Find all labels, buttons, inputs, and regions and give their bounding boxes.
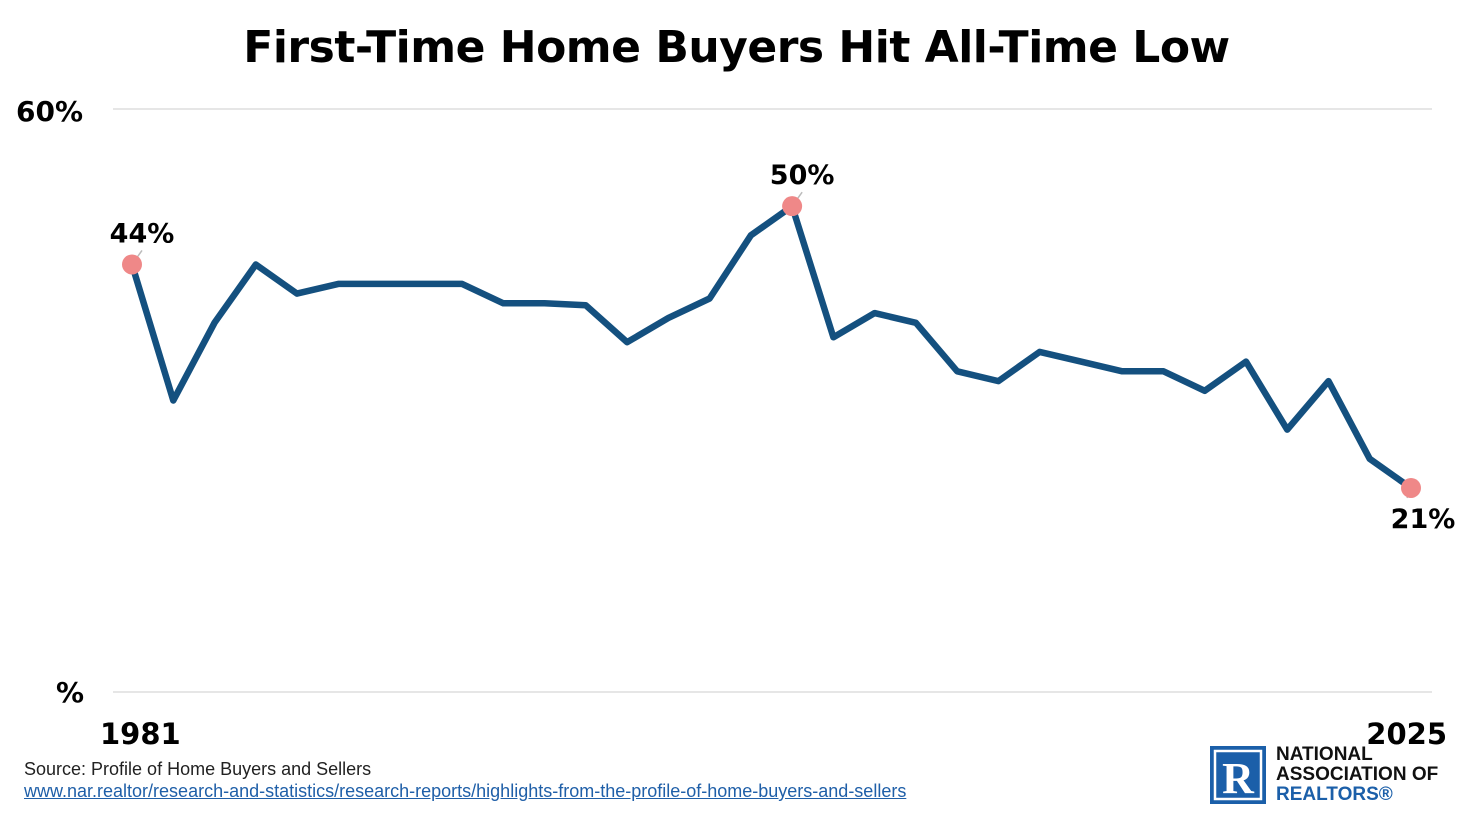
y-tick-top: 60% <box>16 95 83 128</box>
annotations: 44% 50% 21% <box>110 160 1456 535</box>
source-link[interactable]: www.nar.realtor/research-and-statistics/… <box>24 781 907 801</box>
logo-mark-letter: R <box>1222 754 1255 803</box>
annotation-marker <box>122 254 142 275</box>
y-tick-bottom: % <box>56 676 84 709</box>
realtor-r-logo-icon: R <box>1210 746 1266 804</box>
line-chart: 60% % 1981 2025 44% 50% 21% <box>16 95 1456 751</box>
annotation-label: 21% <box>1391 504 1456 535</box>
logo-line-2: ASSOCIATION OF <box>1276 764 1439 785</box>
logo-line-1: NATIONAL <box>1276 744 1373 765</box>
annotation-label: 44% <box>110 218 175 249</box>
x-tick-end: 2025 <box>1366 717 1447 751</box>
nar-logo: R NATIONAL ASSOCIATION OF REALTORS® <box>1210 744 1438 806</box>
annotation-marker <box>782 196 803 217</box>
annotation-marker <box>1401 477 1421 498</box>
annotation-label: 50% <box>770 160 835 191</box>
chart-title: First-Time Home Buyers Hit All-Time Low <box>243 22 1230 73</box>
source-text: Source: Profile of Home Buyers and Selle… <box>24 759 372 779</box>
logo-line-3: REALTORS® <box>1276 784 1393 805</box>
logo-wordmark: NATIONAL ASSOCIATION OF REALTORS® <box>1276 745 1438 805</box>
series-line <box>128 202 1415 492</box>
x-tick-start: 1981 <box>100 717 181 751</box>
